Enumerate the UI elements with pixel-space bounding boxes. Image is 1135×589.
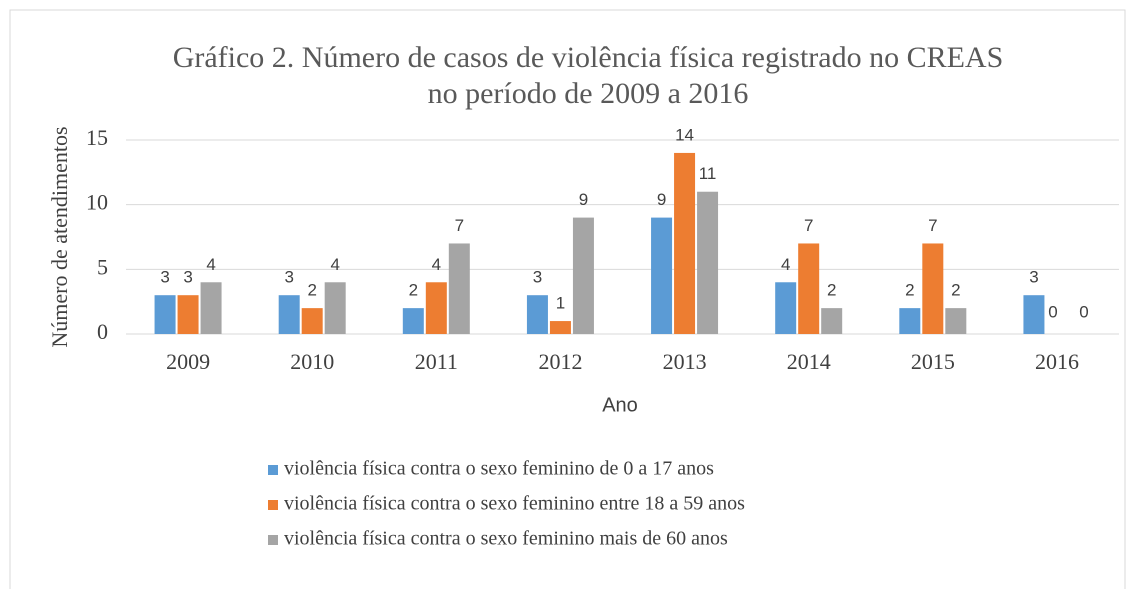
legend-swatch: [268, 500, 278, 510]
data-label: 3: [183, 268, 192, 287]
bar: [697, 191, 719, 334]
x-tick-label: 2011: [415, 349, 458, 374]
y-tick-label: 10: [86, 190, 108, 215]
data-label: 2: [409, 281, 418, 300]
bar: [899, 308, 921, 334]
bar: [922, 243, 944, 334]
data-label: 0: [1079, 302, 1088, 321]
bar: [549, 321, 571, 334]
bar: [526, 295, 548, 334]
data-label: 2: [951, 281, 960, 300]
bar: [651, 217, 673, 334]
chart-title: no período de 2009 a 2016: [428, 77, 749, 110]
data-label: 7: [804, 216, 813, 235]
data-label: 2: [905, 281, 914, 300]
data-label: 4: [330, 255, 339, 274]
data-label: 3: [284, 268, 293, 287]
legend-swatch: [268, 465, 278, 475]
bar: [200, 282, 222, 334]
bar: [278, 295, 300, 334]
bar: [572, 217, 594, 334]
data-label: 7: [455, 216, 464, 235]
data-label: 2: [827, 281, 836, 300]
x-tick-label: 2010: [290, 349, 334, 374]
bar: [821, 308, 843, 334]
legend-label: violência física contra o sexo feminino …: [284, 493, 745, 515]
data-label: 3: [1029, 268, 1038, 287]
data-label: 2: [307, 281, 316, 300]
data-label: 3: [533, 268, 542, 287]
bar: [425, 282, 447, 334]
x-axis-label: Ano: [602, 394, 638, 416]
bar: [775, 282, 797, 334]
bar: [154, 295, 176, 334]
data-label: 4: [206, 255, 215, 274]
x-tick-label: 2015: [911, 349, 955, 374]
chart-title: Gráfico 2. Número de casos de violência …: [173, 41, 1004, 74]
data-label: 0: [1048, 302, 1057, 321]
data-label: 3: [160, 268, 169, 287]
legend-label: violência física contra o sexo feminino …: [284, 528, 728, 550]
data-label: 14: [675, 125, 694, 144]
bar: [402, 308, 424, 334]
data-label: 11: [699, 164, 717, 183]
data-label: 4: [432, 255, 441, 274]
y-axis-label: Número de atendimentos: [47, 126, 72, 347]
data-label: 9: [579, 190, 588, 209]
bar: [448, 243, 470, 334]
x-tick-label: 2009: [166, 349, 210, 374]
y-tick-label: 5: [97, 254, 108, 279]
y-tick-label: 0: [97, 319, 108, 344]
bar: [177, 295, 199, 334]
data-label: 9: [657, 190, 666, 209]
bar: [1023, 295, 1045, 334]
x-tick-label: 2012: [538, 349, 582, 374]
data-label: 1: [556, 294, 565, 313]
legend-swatch: [268, 535, 278, 545]
bar: [324, 282, 346, 334]
x-tick-label: 2014: [787, 349, 831, 374]
bar: [674, 152, 696, 334]
bar: [798, 243, 820, 334]
bar: [301, 308, 323, 334]
bar: [945, 308, 967, 334]
data-label: 4: [781, 255, 790, 274]
data-label: 7: [928, 216, 937, 235]
y-tick-label: 15: [86, 125, 108, 150]
x-tick-label: 2016: [1035, 349, 1079, 374]
legend-label: violência física contra o sexo feminino …: [284, 458, 714, 480]
x-tick-label: 2013: [663, 349, 707, 374]
